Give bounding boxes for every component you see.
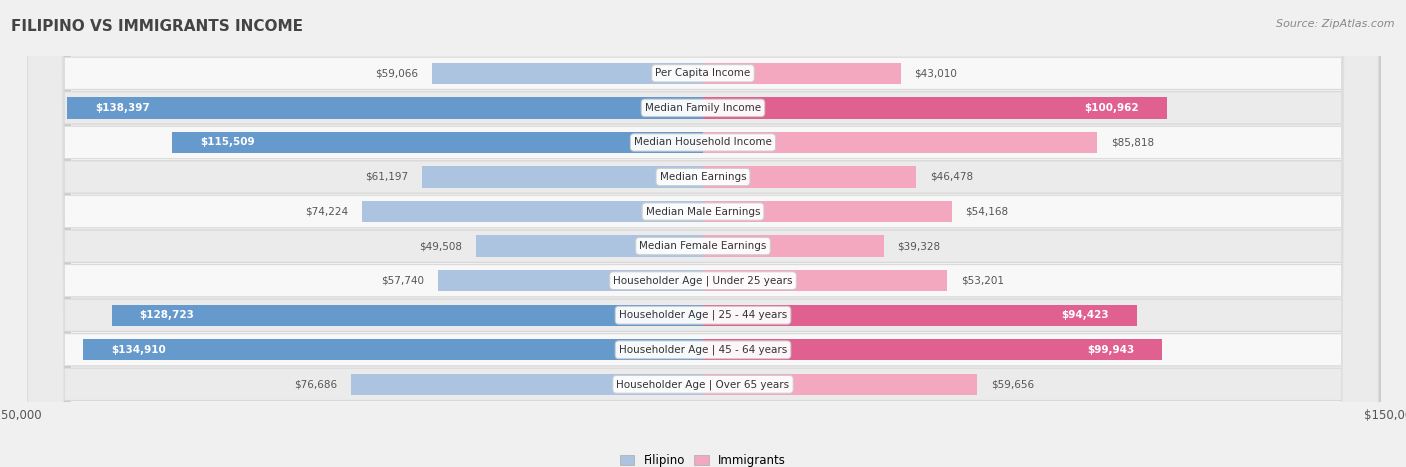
Text: Median Earnings: Median Earnings <box>659 172 747 182</box>
FancyBboxPatch shape <box>28 0 1378 467</box>
Text: $128,723: $128,723 <box>139 310 194 320</box>
Bar <box>83 339 703 361</box>
Text: Householder Age | Under 25 years: Householder Age | Under 25 years <box>613 276 793 286</box>
Bar <box>703 374 977 395</box>
Text: $53,201: $53,201 <box>962 276 1004 286</box>
Text: Householder Age | 45 - 64 years: Householder Age | 45 - 64 years <box>619 345 787 355</box>
FancyBboxPatch shape <box>35 0 1381 467</box>
Text: $61,197: $61,197 <box>366 172 408 182</box>
Bar <box>703 63 900 84</box>
Text: $49,508: $49,508 <box>419 241 461 251</box>
Bar <box>475 235 703 257</box>
Bar <box>173 132 703 153</box>
Bar <box>703 304 1136 326</box>
FancyBboxPatch shape <box>28 0 1378 467</box>
Bar <box>703 235 883 257</box>
Text: $85,818: $85,818 <box>1111 137 1154 148</box>
Bar <box>703 132 1097 153</box>
FancyBboxPatch shape <box>35 0 1381 467</box>
Text: Householder Age | 25 - 44 years: Householder Age | 25 - 44 years <box>619 310 787 320</box>
Text: $59,656: $59,656 <box>991 379 1033 389</box>
FancyBboxPatch shape <box>35 0 1381 467</box>
Text: Householder Age | Over 65 years: Householder Age | Over 65 years <box>616 379 790 389</box>
Bar <box>350 374 703 395</box>
FancyBboxPatch shape <box>28 0 1378 467</box>
Text: $115,509: $115,509 <box>200 137 254 148</box>
Text: $43,010: $43,010 <box>914 68 957 78</box>
FancyBboxPatch shape <box>35 0 1381 467</box>
Text: $74,224: $74,224 <box>305 206 349 217</box>
FancyBboxPatch shape <box>28 0 1378 467</box>
FancyBboxPatch shape <box>28 0 1378 467</box>
Text: $94,423: $94,423 <box>1062 310 1109 320</box>
Bar <box>703 97 1167 119</box>
Bar <box>437 270 703 291</box>
Text: $57,740: $57,740 <box>381 276 425 286</box>
Text: FILIPINO VS IMMIGRANTS INCOME: FILIPINO VS IMMIGRANTS INCOME <box>11 19 304 34</box>
Text: $39,328: $39,328 <box>897 241 941 251</box>
Text: Median Male Earnings: Median Male Earnings <box>645 206 761 217</box>
FancyBboxPatch shape <box>35 0 1381 467</box>
Bar <box>112 304 703 326</box>
FancyBboxPatch shape <box>35 0 1381 467</box>
FancyBboxPatch shape <box>35 0 1381 467</box>
FancyBboxPatch shape <box>28 0 1378 467</box>
Text: $134,910: $134,910 <box>111 345 166 355</box>
FancyBboxPatch shape <box>35 0 1381 467</box>
FancyBboxPatch shape <box>28 0 1378 467</box>
Legend: Filipino, Immigrants: Filipino, Immigrants <box>616 449 790 467</box>
Text: $76,686: $76,686 <box>294 379 337 389</box>
Text: $138,397: $138,397 <box>96 103 149 113</box>
Text: Median Female Earnings: Median Female Earnings <box>640 241 766 251</box>
FancyBboxPatch shape <box>35 0 1381 467</box>
Bar <box>422 166 703 188</box>
Bar <box>703 270 948 291</box>
Text: $99,943: $99,943 <box>1087 345 1135 355</box>
FancyBboxPatch shape <box>35 0 1381 467</box>
Bar <box>703 339 1161 361</box>
Bar <box>703 201 952 222</box>
Bar <box>363 201 703 222</box>
Text: Median Household Income: Median Household Income <box>634 137 772 148</box>
Text: Source: ZipAtlas.com: Source: ZipAtlas.com <box>1277 19 1395 28</box>
Text: $46,478: $46,478 <box>931 172 973 182</box>
FancyBboxPatch shape <box>28 0 1378 467</box>
Text: $54,168: $54,168 <box>966 206 1008 217</box>
Bar <box>703 166 917 188</box>
Text: $59,066: $59,066 <box>375 68 418 78</box>
Text: $100,962: $100,962 <box>1084 103 1139 113</box>
Bar <box>432 63 703 84</box>
Bar <box>67 97 703 119</box>
Text: Per Capita Income: Per Capita Income <box>655 68 751 78</box>
Text: Median Family Income: Median Family Income <box>645 103 761 113</box>
FancyBboxPatch shape <box>28 0 1378 467</box>
FancyBboxPatch shape <box>28 0 1378 467</box>
